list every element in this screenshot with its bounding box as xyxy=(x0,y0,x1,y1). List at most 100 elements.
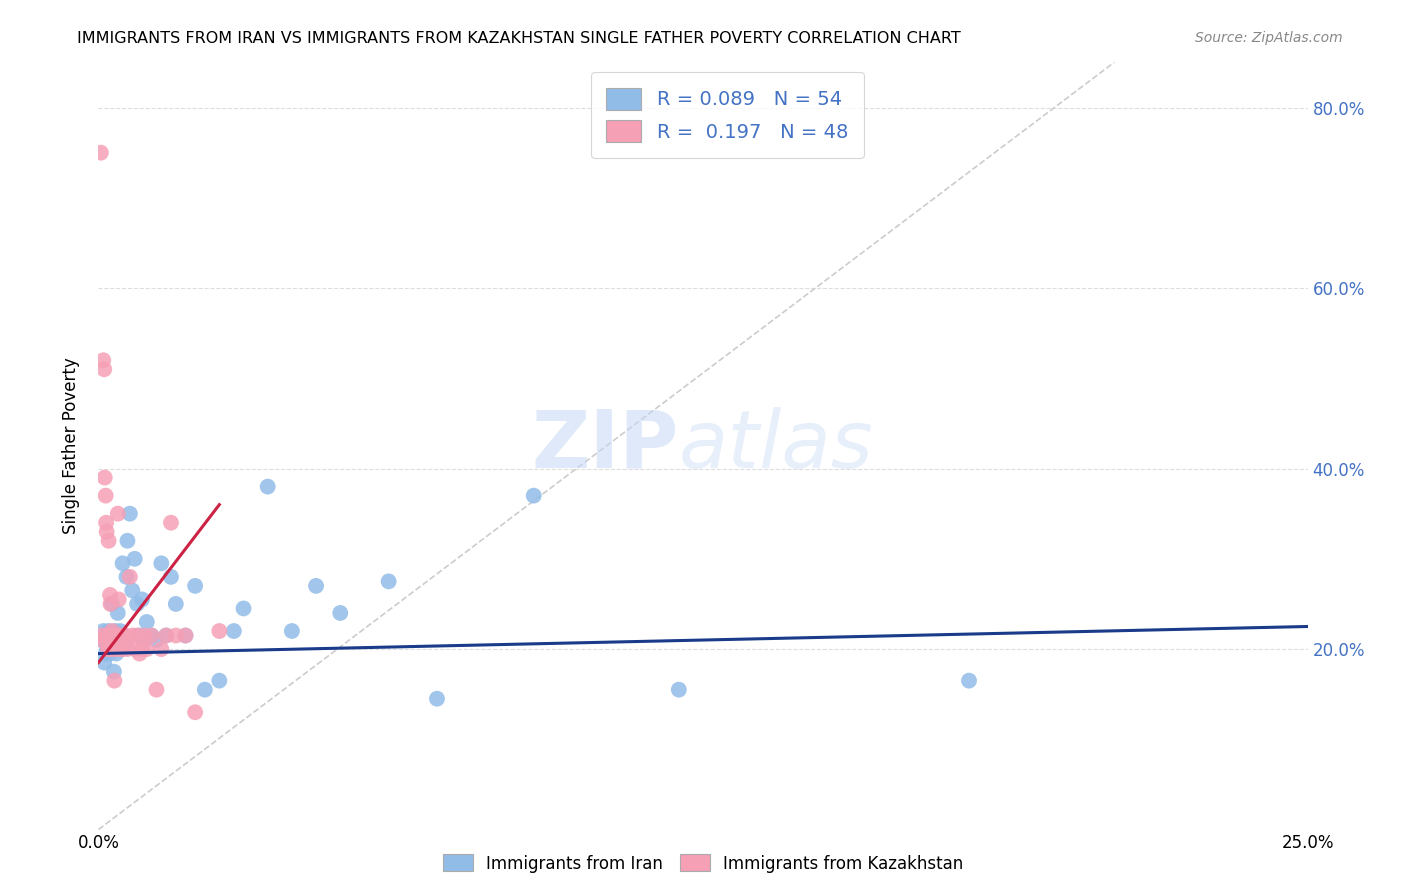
Text: atlas: atlas xyxy=(679,407,873,485)
Point xyxy=(107,592,129,607)
Point xyxy=(281,624,304,638)
Point xyxy=(96,628,118,642)
Point xyxy=(98,647,121,661)
Point xyxy=(115,570,138,584)
Point xyxy=(107,628,129,642)
Point xyxy=(107,507,129,521)
Point xyxy=(377,574,399,589)
Point xyxy=(128,647,150,661)
Point xyxy=(165,628,187,642)
Point xyxy=(145,633,167,648)
Point xyxy=(94,489,117,503)
Point xyxy=(160,570,183,584)
Point xyxy=(134,633,156,648)
Point xyxy=(208,673,231,688)
Point xyxy=(104,624,127,638)
Point xyxy=(91,633,114,648)
Point xyxy=(97,533,120,548)
Text: ZIP: ZIP xyxy=(531,407,679,485)
Point xyxy=(121,583,143,598)
Point xyxy=(668,682,690,697)
Point xyxy=(117,533,139,548)
Point xyxy=(111,642,134,657)
Point xyxy=(184,579,207,593)
Point xyxy=(329,606,352,620)
Point xyxy=(97,624,120,638)
Point xyxy=(110,642,132,657)
Point xyxy=(96,516,118,530)
Point xyxy=(100,597,122,611)
Y-axis label: Single Father Poverty: Single Father Poverty xyxy=(62,358,80,534)
Point xyxy=(107,606,129,620)
Point xyxy=(103,673,125,688)
Point xyxy=(94,647,117,661)
Point xyxy=(114,638,136,652)
Point xyxy=(108,624,131,638)
Point xyxy=(96,524,118,539)
Point xyxy=(127,597,149,611)
Point xyxy=(131,592,153,607)
Point xyxy=(93,656,115,670)
Point xyxy=(100,642,122,657)
Point xyxy=(93,470,115,484)
Point xyxy=(103,642,125,657)
Point xyxy=(150,557,173,571)
Point xyxy=(104,628,127,642)
Point xyxy=(90,628,112,642)
Point xyxy=(101,597,124,611)
Point xyxy=(523,489,546,503)
Text: IMMIGRANTS FROM IRAN VS IMMIGRANTS FROM KAZAKHSTAN SINGLE FATHER POVERTY CORRELA: IMMIGRANTS FROM IRAN VS IMMIGRANTS FROM … xyxy=(77,31,962,46)
Point xyxy=(174,628,197,642)
Point xyxy=(100,628,122,642)
Point xyxy=(98,588,121,602)
Point xyxy=(97,642,120,657)
Point xyxy=(222,624,245,638)
Point xyxy=(141,628,163,642)
Point xyxy=(128,628,150,642)
Point xyxy=(957,673,980,688)
Point xyxy=(184,705,207,719)
Point xyxy=(232,601,254,615)
Point xyxy=(114,628,136,642)
Point xyxy=(111,642,134,657)
Legend: Immigrants from Iran, Immigrants from Kazakhstan: Immigrants from Iran, Immigrants from Ka… xyxy=(436,847,970,880)
Point xyxy=(103,642,125,657)
Point xyxy=(118,507,141,521)
Point xyxy=(101,633,124,648)
Legend: R = 0.089   N = 54, R =  0.197   N = 48: R = 0.089 N = 54, R = 0.197 N = 48 xyxy=(591,72,863,158)
Point xyxy=(101,624,124,638)
Point xyxy=(127,628,149,642)
Text: Source: ZipAtlas.com: Source: ZipAtlas.com xyxy=(1195,31,1343,45)
Point xyxy=(208,624,231,638)
Point xyxy=(98,628,121,642)
Point xyxy=(105,642,128,657)
Point xyxy=(165,597,187,611)
Point xyxy=(131,642,153,657)
Point xyxy=(91,633,114,648)
Point xyxy=(155,628,177,642)
Point xyxy=(111,557,134,571)
Point xyxy=(135,642,157,657)
Point xyxy=(100,628,122,642)
Point xyxy=(160,516,183,530)
Point xyxy=(135,615,157,629)
Point xyxy=(174,628,197,642)
Point xyxy=(305,579,328,593)
Point xyxy=(426,691,449,706)
Point xyxy=(90,145,112,160)
Point xyxy=(141,628,163,642)
Point xyxy=(101,628,124,642)
Point xyxy=(124,551,146,566)
Point xyxy=(124,642,146,657)
Point xyxy=(91,353,114,368)
Point xyxy=(96,642,118,657)
Point xyxy=(134,628,156,642)
Point xyxy=(105,647,128,661)
Point xyxy=(96,628,118,642)
Point xyxy=(194,682,217,697)
Point xyxy=(98,628,121,642)
Point xyxy=(118,570,141,584)
Point xyxy=(98,642,121,657)
Point xyxy=(108,628,131,642)
Point xyxy=(103,665,125,679)
